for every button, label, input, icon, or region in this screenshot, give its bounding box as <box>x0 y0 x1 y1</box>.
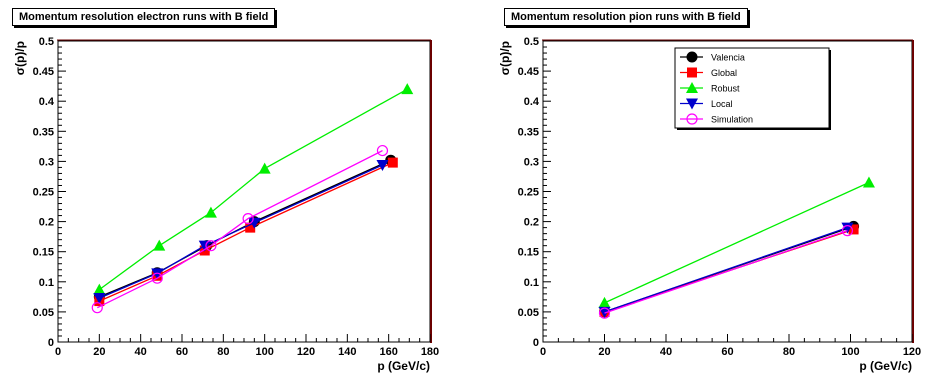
x-tick-label: 140 <box>338 346 356 358</box>
y-tick-label: 0.45 <box>518 66 539 78</box>
x-tick-label: 20 <box>93 346 105 358</box>
x-tick-label: 40 <box>135 346 147 358</box>
legend-item-valencia: Valencia <box>680 51 745 63</box>
legend-item-robust: Robust <box>680 82 740 94</box>
data-point <box>841 225 854 237</box>
series-line <box>97 150 383 309</box>
y-tick-label: 0.05 <box>33 307 54 319</box>
y-tick-label: 0.05 <box>518 307 539 319</box>
data-point <box>151 268 164 280</box>
x-tick-label: 0 <box>540 346 546 358</box>
legend-marker <box>687 67 697 78</box>
x-tick-label: 0 <box>55 346 61 358</box>
y-tick-label: 0.1 <box>524 277 539 289</box>
series-line <box>604 226 848 313</box>
chart-title-electron: Momentum resolution electron runs with B… <box>12 8 276 26</box>
series-line <box>604 181 870 304</box>
chart-panel-1: 0 20 40 60 80 100 120 140 160 180 0 0.05 0.1 0.15 0.2 0… <box>13 36 439 373</box>
legend-marker <box>686 82 698 93</box>
y-tick-label: 0.1 <box>39 277 54 289</box>
x-tick-label: 100 <box>255 346 273 358</box>
data-point <box>204 206 217 218</box>
legend-marker <box>686 98 698 110</box>
y-tick-label: 0.4 <box>524 96 540 108</box>
y-tick-label: 0.45 <box>33 66 54 78</box>
data-point <box>153 239 166 251</box>
x-tick-label: 80 <box>783 346 795 358</box>
x-tick-label: 80 <box>217 346 229 358</box>
x-tick-label: 60 <box>721 346 733 358</box>
legend-marker <box>686 113 698 125</box>
data-point <box>93 283 106 295</box>
y-tick-label: 0.35 <box>518 126 539 138</box>
y-tick-label: 0.15 <box>518 247 539 259</box>
x-tick-label: 100 <box>841 346 859 358</box>
y-tick-label: 0.5 <box>524 36 539 48</box>
y-tick-label: 0.3 <box>39 156 54 168</box>
chart-title-pion: Momentum resolution pion runs with B fie… <box>504 8 748 26</box>
data-point <box>258 162 271 174</box>
legend-item-global: Global <box>680 67 737 78</box>
legend-marker <box>686 51 698 63</box>
data-point <box>841 222 854 234</box>
data-point <box>248 217 261 229</box>
data-point <box>91 302 103 314</box>
x-tick-label: 180 <box>421 346 439 358</box>
y-tick-label: 0.5 <box>39 36 54 48</box>
y-tick-label: 0.25 <box>33 187 54 199</box>
series-robust <box>598 176 875 308</box>
x-axis-label: p (GeV/c) <box>859 359 912 373</box>
legend-label: Local <box>711 99 733 109</box>
y-tick-label: 0.25 <box>518 187 539 199</box>
data-point <box>848 224 859 235</box>
legend-item-local: Local <box>680 98 733 110</box>
chart-panel-2: 0 20 40 60 80 100 120 0 0.05 0.1 0.15 0.2 0.25 0.3 0.3… <box>498 36 921 373</box>
data-point <box>93 293 106 305</box>
legend-item-simulation: Simulation <box>680 113 753 125</box>
data-point <box>387 157 398 168</box>
y-axis-label: σ(p)/p <box>498 41 512 75</box>
data-point <box>242 212 254 225</box>
legend-label: Global <box>711 68 737 78</box>
x-tick-label: 60 <box>176 346 188 358</box>
data-point <box>151 272 163 284</box>
legend-label: Robust <box>711 84 740 94</box>
legend-label: Valencia <box>711 53 745 63</box>
y-tick-label: 0.3 <box>524 156 539 168</box>
series-local <box>93 160 389 305</box>
x-tick-label: 120 <box>903 346 921 358</box>
legend-label: Simulation <box>711 115 753 125</box>
y-tick-label: 0.35 <box>33 126 54 138</box>
y-tick-label: 0.2 <box>39 217 54 229</box>
plot-frame <box>57 40 431 343</box>
data-point <box>598 296 611 308</box>
series-simulation <box>598 225 854 319</box>
data-point <box>862 176 875 188</box>
x-tick-label: 160 <box>379 346 397 358</box>
legend: Valencia Global Robust Local Simulation <box>674 47 831 130</box>
data-point <box>376 144 389 157</box>
data-point <box>598 307 611 319</box>
data-point <box>245 222 256 233</box>
series-line <box>604 229 848 314</box>
y-tick-label: 0.2 <box>524 217 539 229</box>
x-axis-label: p (GeV/c) <box>377 359 430 373</box>
x-tick-label: 120 <box>297 346 315 358</box>
data-point <box>376 160 389 172</box>
y-tick-label: 0.15 <box>33 247 54 259</box>
data-point <box>401 83 414 95</box>
data-point <box>205 240 217 252</box>
y-axis-label: σ(p)/p <box>13 41 27 75</box>
y-tick-label: 0.4 <box>39 96 55 108</box>
y-tick-label: 0 <box>48 337 54 349</box>
series-simulation <box>91 144 389 314</box>
data-point <box>198 240 211 252</box>
x-tick-label: 40 <box>660 346 672 358</box>
series-robust <box>93 83 414 295</box>
y-tick-label: 0 <box>533 337 539 349</box>
x-tick-label: 20 <box>598 346 610 358</box>
